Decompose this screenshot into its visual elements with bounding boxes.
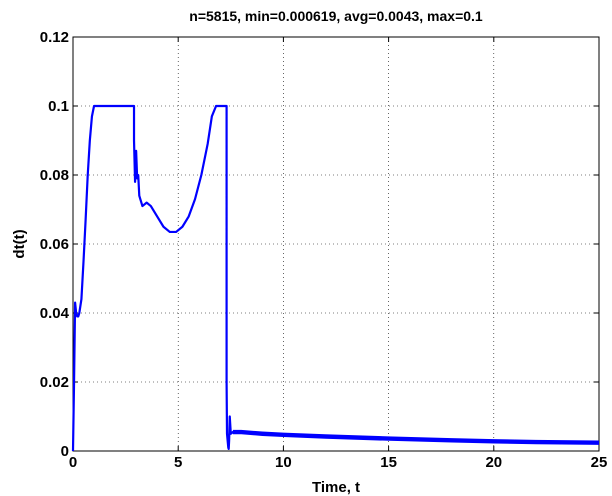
x-axis-label: Time, t (312, 479, 360, 496)
series-line (71, 104, 600, 452)
x-tick-label: 25 (591, 454, 608, 471)
series (71, 104, 600, 452)
y-tick-label: 0.02 (40, 374, 69, 391)
x-tick-label: 20 (485, 454, 502, 471)
ticks: 0 5 10 15 20 25 0 0.02 0.04 0.06 0.08 0.1 0.12 (40, 29, 608, 471)
y-tick-label: 0.08 (40, 167, 69, 184)
y-tick-label: 0.04 (40, 305, 70, 322)
y-tick-label: 0 (61, 443, 69, 460)
x-tick-label: 0 (69, 454, 77, 471)
x-tick-label: 10 (275, 454, 292, 471)
chart-title: n=5815, min=0.000619, avg=0.0043, max=0.… (189, 8, 483, 24)
x-tick-label: 15 (380, 454, 397, 471)
y-tick-label: 0.1 (48, 98, 69, 115)
y-tick-label: 0.12 (40, 29, 69, 46)
x-tick-label: 5 (174, 454, 182, 471)
grid (73, 37, 599, 451)
y-axis-label: dt(t) (11, 229, 28, 258)
plot-area (73, 37, 599, 451)
y-tick-label: 0.06 (40, 236, 69, 253)
series-noise-band (232, 429, 599, 445)
